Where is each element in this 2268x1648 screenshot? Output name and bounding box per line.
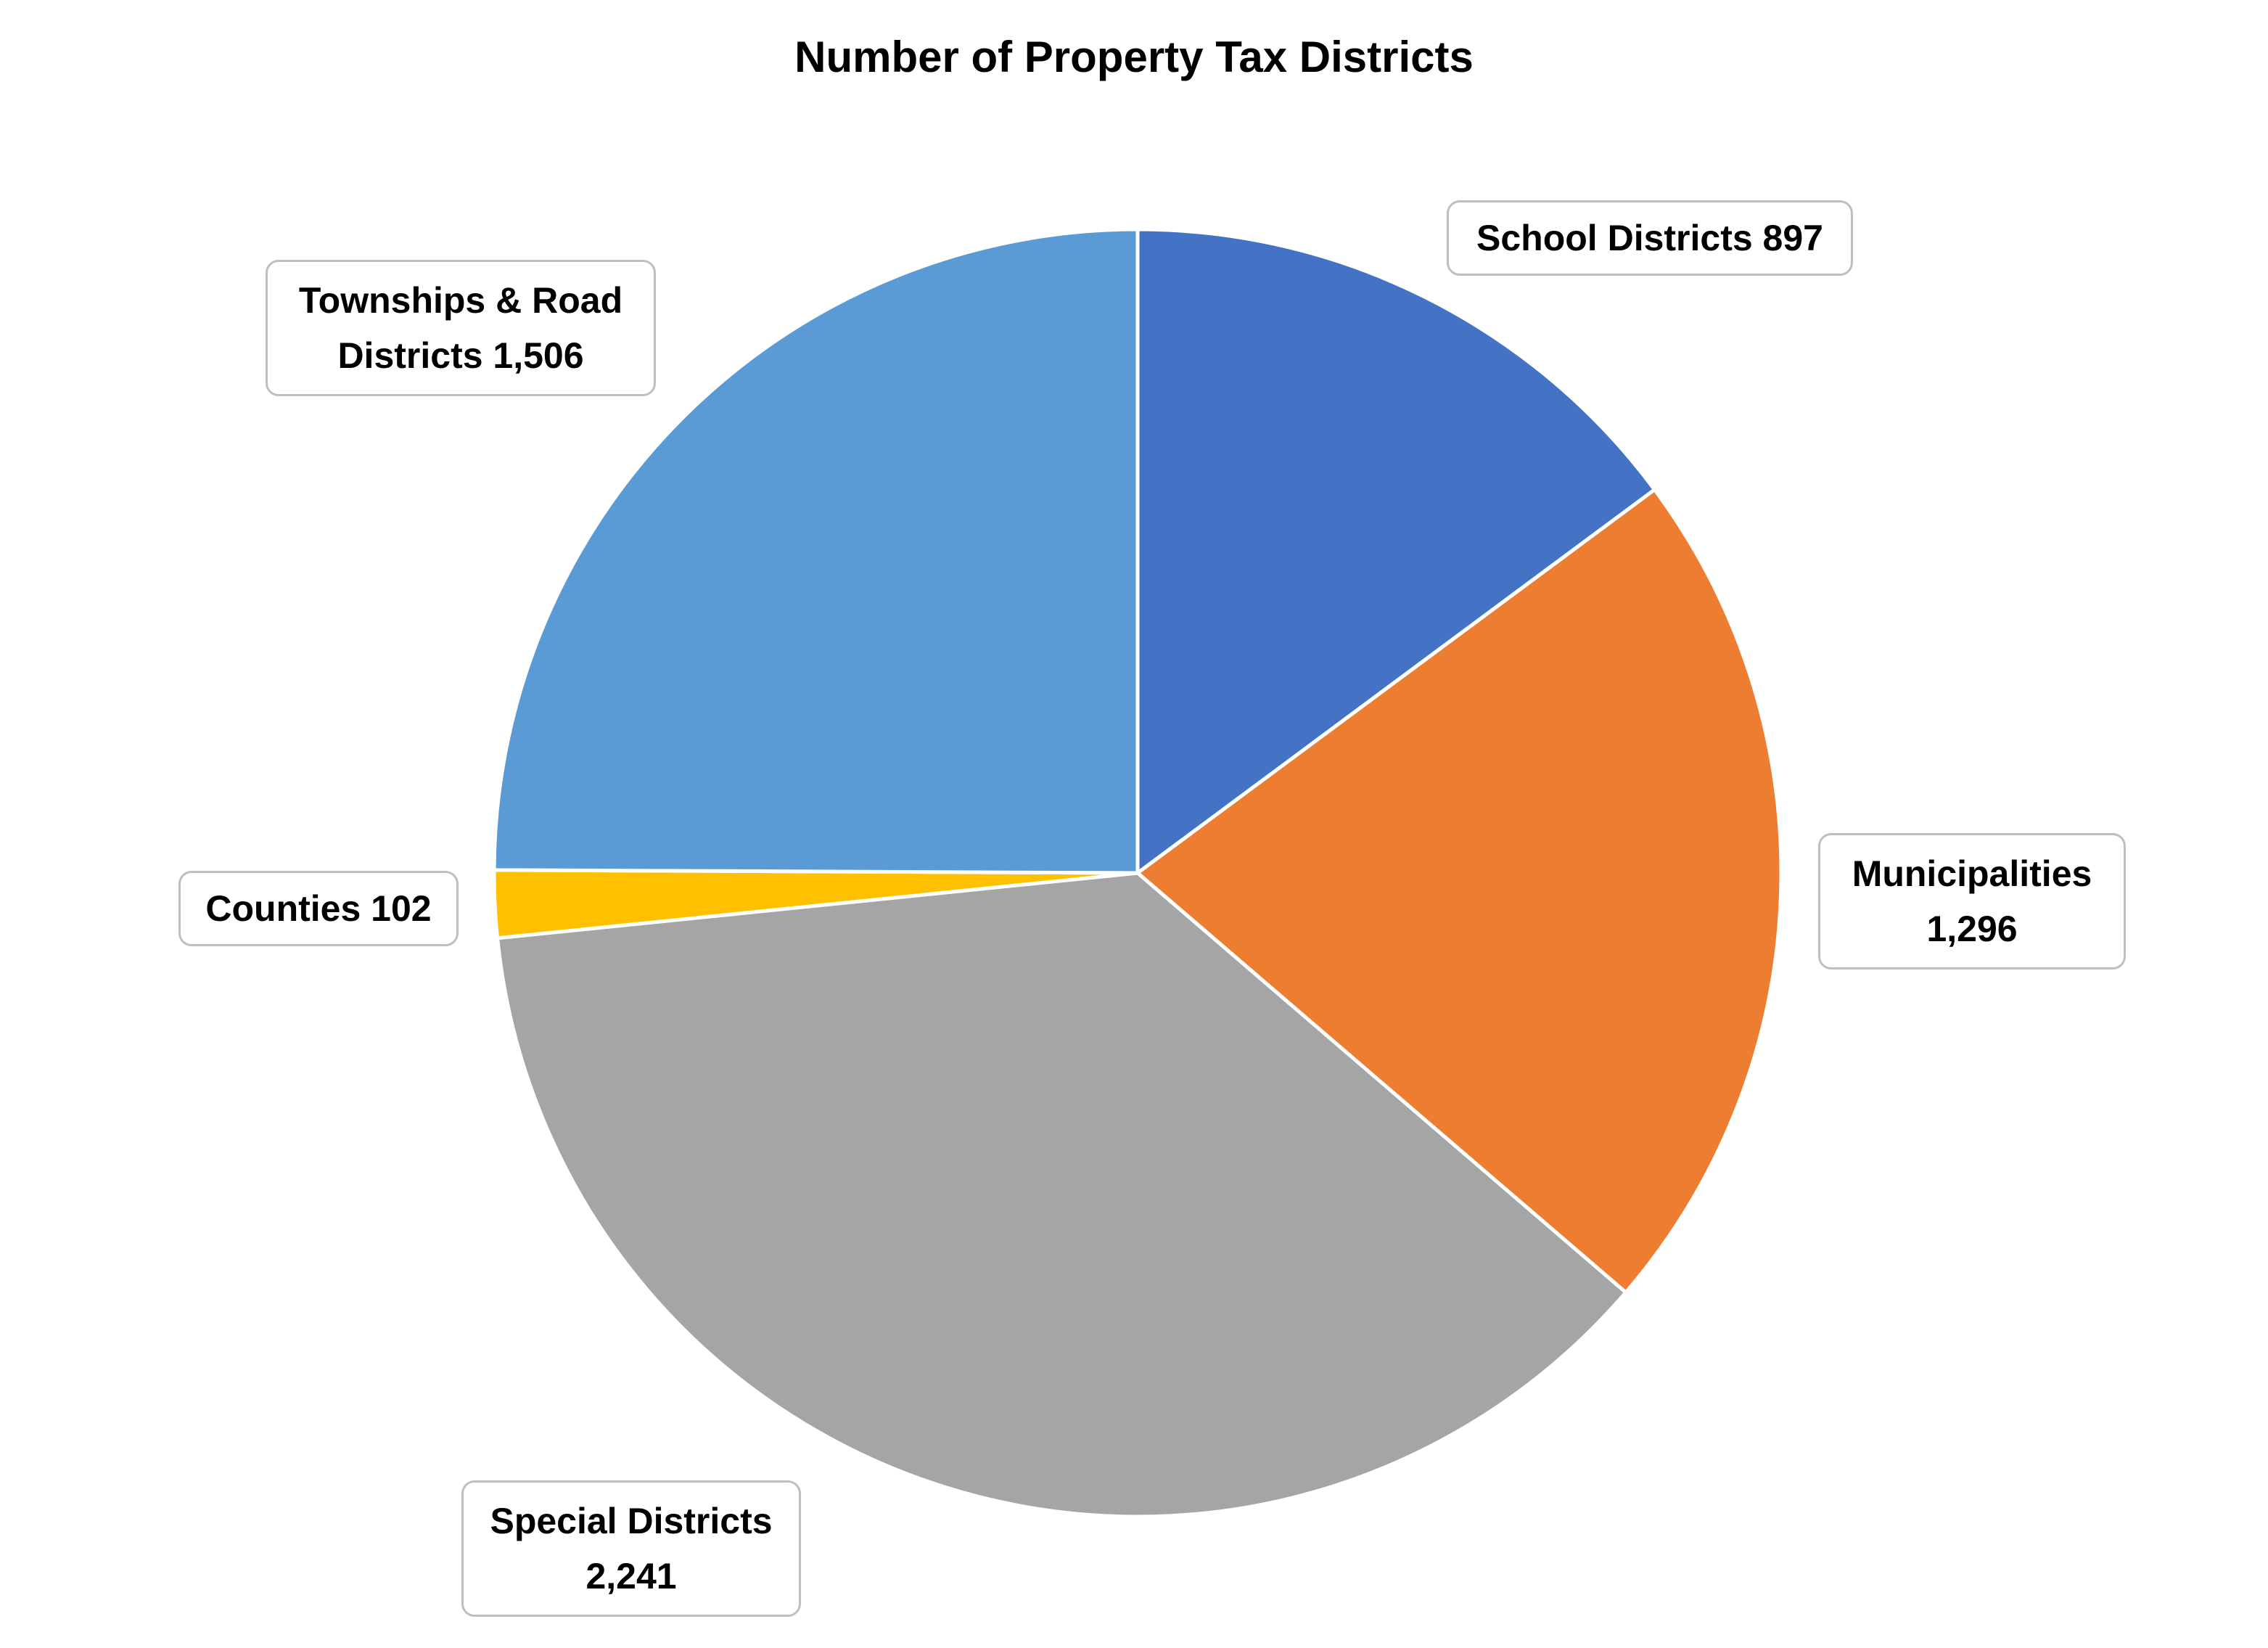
data-label-line: 1,296 [1926,909,2018,949]
data-label-line: Counties 102 [205,888,432,929]
data-label-townships-road-districts: Townships & Road Districts 1,506 [266,260,656,396]
data-label-counties: Counties 102 [178,871,459,946]
data-label-line: 2,241 [586,1556,677,1596]
pie-slice-school-districts [1135,227,1657,875]
data-label-line: Districts 1,506 [337,335,584,376]
data-label-line: School Districts 897 [1476,218,1823,258]
chart-title: Number of Property Tax Districts [794,33,1474,81]
data-label-municipalities: Municipalities 1,296 [1818,833,2126,969]
data-label-school-districts: School Districts 897 [1447,200,1853,276]
pie-slice-municipalities [1135,488,1783,1295]
data-label-special-districts: Special Districts 2,241 [461,1480,801,1617]
pie-slice-special-districts [496,871,1628,1519]
data-label-line: Municipalities [1852,853,2092,894]
pie-slice-townships-road-districts [492,227,1140,875]
data-label-line: Townships & Road [298,280,623,321]
data-label-line: Special Districts [490,1501,773,1541]
